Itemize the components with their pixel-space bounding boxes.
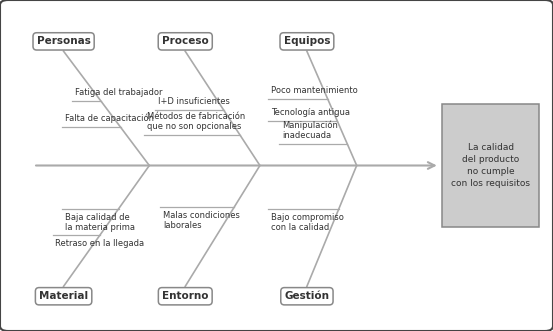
- Text: Manipulación
inadecuada: Manipulación inadecuada: [282, 120, 338, 140]
- Text: Métodos de fabricación
que no son opcionales: Métodos de fabricación que no son opcion…: [147, 112, 245, 131]
- Text: Bajo compromiso
con la calidad: Bajo compromiso con la calidad: [271, 213, 344, 232]
- Text: La calidad
del producto
no cumple
con los requisitos: La calidad del producto no cumple con lo…: [451, 143, 530, 188]
- Text: Equipos: Equipos: [284, 36, 330, 46]
- Text: Baja calidad de
la materia prima: Baja calidad de la materia prima: [65, 213, 135, 232]
- Text: Falta de capacitación: Falta de capacitación: [65, 114, 154, 123]
- Text: Fatiga del trabajador: Fatiga del trabajador: [75, 88, 162, 97]
- Text: Entorno: Entorno: [162, 291, 208, 301]
- Text: Retraso en la llegada: Retraso en la llegada: [55, 239, 144, 248]
- Text: I+D insuficientes: I+D insuficientes: [158, 97, 229, 106]
- Text: Malas condiciones
laborales: Malas condiciones laborales: [163, 211, 240, 230]
- Text: Personas: Personas: [36, 36, 91, 46]
- FancyBboxPatch shape: [442, 104, 539, 227]
- Text: Material: Material: [39, 291, 88, 301]
- Text: Poco mantenimiento: Poco mantenimiento: [271, 86, 358, 95]
- Text: Gestión: Gestión: [284, 291, 330, 301]
- Text: Proceso: Proceso: [162, 36, 208, 46]
- Text: Tecnología antigua: Tecnología antigua: [271, 108, 350, 117]
